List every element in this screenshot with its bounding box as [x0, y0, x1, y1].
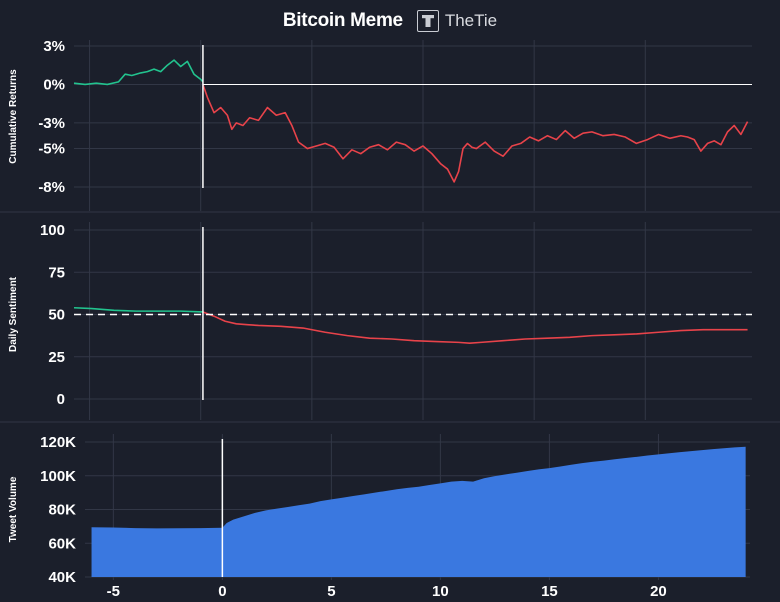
series-line-before-event	[73, 59, 204, 86]
y-tick-label: 40K	[48, 569, 76, 586]
y-axis-label: Cumulative Returns	[8, 69, 19, 164]
y-tick-label: 100	[40, 222, 65, 239]
x-tick-label: 10	[432, 583, 449, 600]
y-tick-label: 60K	[48, 535, 76, 552]
y-tick-label: 50	[48, 307, 65, 324]
chart-header: Bitcoin Meme TheTie	[0, 8, 780, 34]
x-tick-label: 5	[327, 583, 335, 600]
panel-1: 3% 0% -3% -5% -8% Cumulative Returns	[8, 38, 752, 211]
y-tick-label: -5%	[38, 141, 65, 158]
series-line-after-event	[202, 84, 749, 183]
x-tick-label: -5	[107, 583, 120, 600]
y-axis-label: Daily Sentiment	[8, 276, 19, 352]
x-tick-label: 0	[218, 583, 226, 600]
y-tick-label: 25	[48, 349, 65, 366]
y-tick-label: 0	[57, 391, 65, 408]
x-tick-label: 15	[541, 583, 558, 600]
tweet-volume-area	[91, 446, 746, 577]
series-line-before-event	[73, 306, 203, 313]
y-tick-label: 0%	[43, 76, 65, 93]
y-tick-label: -3%	[38, 115, 65, 132]
series-line-after-event	[202, 311, 748, 345]
y-axis-label: Tweet Volume	[8, 476, 19, 542]
y-tick-label: 80K	[48, 502, 76, 519]
y-tick-label: -8%	[38, 179, 65, 196]
y-tick-label: 75	[48, 264, 65, 281]
y-tick-label: 100K	[40, 468, 76, 485]
panel-2: 100 75 50 25 0 Daily Sentiment	[8, 222, 752, 420]
panel-3: 120K 100K 80K 60K 40K Tweet Volume -5 0 5 10 15 20	[8, 434, 750, 600]
chart-title: Bitcoin Meme	[282, 10, 403, 31]
x-tick-label: 20	[650, 583, 667, 600]
y-tick-label: 120K	[40, 434, 76, 451]
y-tick-label: 3%	[43, 38, 65, 55]
thetie-logo-icon	[416, 10, 439, 32]
brand-name: TheTie	[444, 11, 498, 30]
brand-logo: TheTie	[416, 10, 498, 32]
